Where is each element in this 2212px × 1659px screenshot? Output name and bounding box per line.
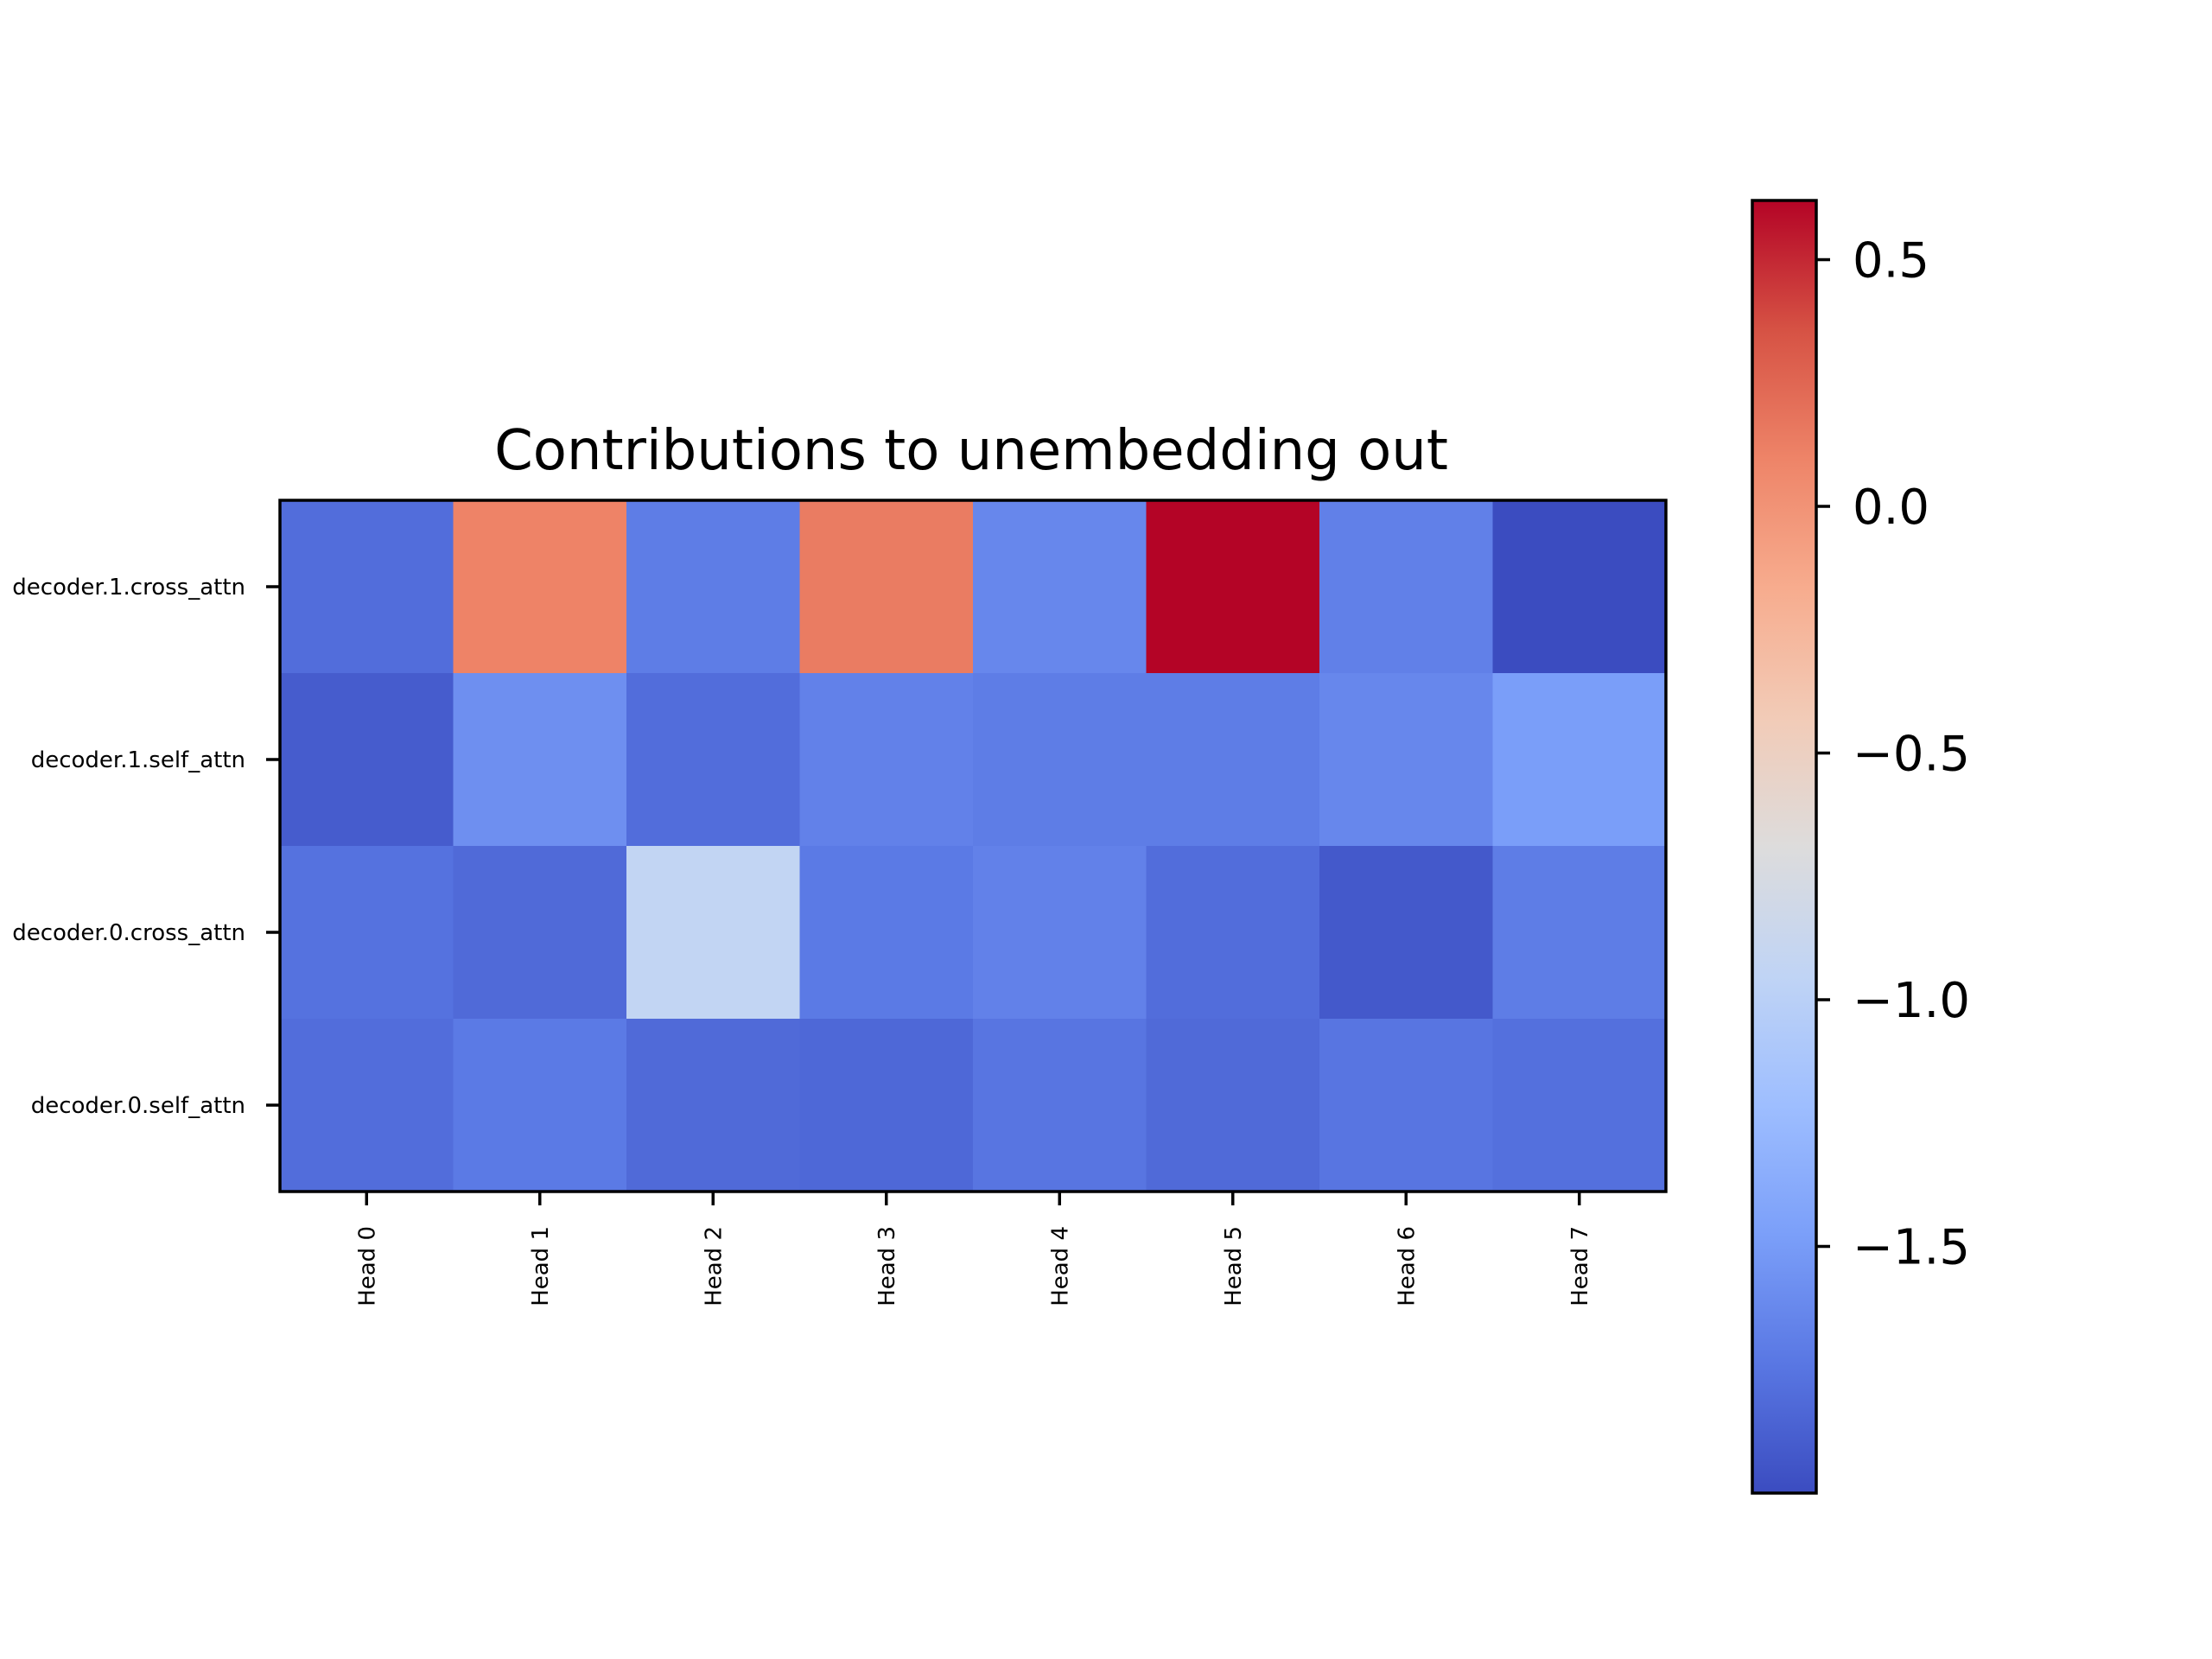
heatmap-cell <box>280 1019 454 1192</box>
chart-title: Contributions to unembedding out <box>494 419 1448 483</box>
heatmap-cell <box>453 673 627 847</box>
heatmap-cell <box>453 846 627 1020</box>
x-tick-label: Head 0 <box>354 1226 380 1306</box>
colorbar-frame <box>1751 199 1818 1495</box>
heatmap-cell <box>973 673 1147 847</box>
heatmap-cell <box>799 1019 974 1192</box>
heatmap-cell <box>973 500 1147 674</box>
heatmap-cell <box>626 500 801 674</box>
colorbar-tick-label: −1.0 <box>1853 973 1970 1029</box>
y-tick-label: decoder.1.cross_attn <box>12 575 245 601</box>
heatmap-cell <box>799 673 974 847</box>
heatmap-cell <box>1319 500 1494 674</box>
heatmap-cell <box>626 1019 801 1192</box>
heatmap-cell <box>1492 1019 1667 1192</box>
heatmap-cell <box>1146 1019 1320 1192</box>
heatmap-cell <box>626 846 801 1020</box>
x-tick-label: Head 3 <box>874 1226 900 1306</box>
heatmap-cell <box>973 846 1147 1020</box>
heatmap-cell <box>1492 673 1667 847</box>
colorbar-tick-label: 0.5 <box>1853 233 1929 289</box>
colorbar <box>1752 200 1816 1493</box>
x-tick-label: Head 2 <box>701 1226 727 1306</box>
y-tick-label: decoder.0.self_attn <box>31 1093 245 1119</box>
heatmap-cell <box>1492 846 1667 1020</box>
heatmap-cell <box>1146 500 1320 674</box>
x-tick-label: Head 5 <box>1221 1226 1247 1306</box>
y-tick-label: decoder.0.cross_attn <box>12 920 245 946</box>
x-tick-label: Head 7 <box>1567 1226 1593 1306</box>
heatmap-cell <box>280 673 454 847</box>
heatmap-cell <box>799 846 974 1020</box>
heatmap-cell <box>1319 846 1494 1020</box>
heatmap-cell <box>973 1019 1147 1192</box>
y-axis-ticks: decoder.1.cross_attn decoder.1.self_attnd… <box>12 575 280 1119</box>
heatmap-cell <box>280 500 454 674</box>
heatmap-cell <box>1319 673 1494 847</box>
x-tick-label: Head 1 <box>528 1226 554 1306</box>
heatmap-cell <box>1492 500 1667 674</box>
colorbar-tick-label: −1.5 <box>1853 1220 1970 1276</box>
heatmap-cell <box>1146 846 1320 1020</box>
heatmap-cell <box>1146 673 1320 847</box>
colorbar-tick-label: 0.0 <box>1853 480 1929 536</box>
y-tick-label: decoder.1.self_attn <box>31 747 245 773</box>
x-axis-ticks: Head 0 Head 1 Head 2 Head 3 Head 4 Head 5 Head… <box>354 1192 1593 1306</box>
heatmap-cell <box>453 1019 627 1192</box>
colorbar-ticks: 0.5 0.0 −0.5 −1.0 −1.5 <box>1816 233 1970 1276</box>
x-tick-label: Head 6 <box>1394 1226 1420 1306</box>
heatmap-cell <box>626 673 801 847</box>
heatmap-cell <box>1319 1019 1494 1192</box>
colorbar-tick-label: −0.5 <box>1853 727 1970 783</box>
heatmap-cells <box>280 500 1667 1192</box>
heatmap-cell <box>280 846 454 1020</box>
x-tick-label: Head 4 <box>1047 1226 1073 1306</box>
heatmap-cell <box>453 500 627 674</box>
plot-frame <box>278 499 1668 1193</box>
heatmap-cell <box>799 500 974 674</box>
